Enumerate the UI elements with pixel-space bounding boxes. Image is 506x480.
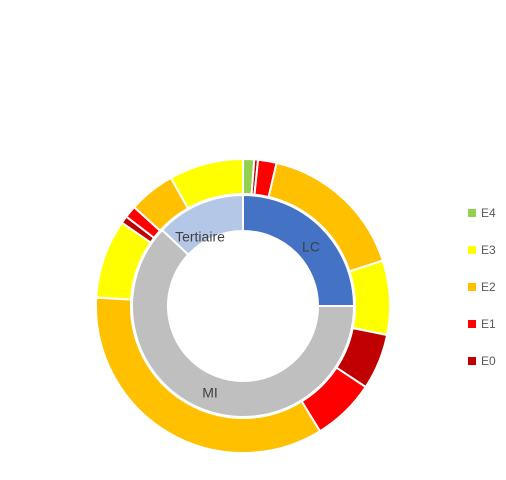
slice-label-mi: MI <box>202 385 218 401</box>
legend-item-e2: E2 <box>468 278 506 296</box>
inner-ring-labels: LC MI Tertiaire <box>175 229 320 401</box>
inner-ring <box>131 193 356 418</box>
legend-swatch-e4 <box>468 209 476 217</box>
legend-swatch-e0 <box>468 357 476 365</box>
inner-slice-tertiaire <box>160 193 244 257</box>
legend-label-e1: E1 <box>481 317 496 331</box>
legend: E4 E3 E2 E1 E0 <box>468 204 506 389</box>
legend-item-e1: E1 <box>468 315 506 333</box>
legend-item-e4: E4 <box>468 204 506 222</box>
outer-slice-e3-4 <box>348 259 391 337</box>
legend-label-e3: E3 <box>481 243 496 257</box>
legend-swatch-e1 <box>468 320 476 328</box>
legend-item-e0: E0 <box>468 352 506 370</box>
inner-slice-mi <box>131 228 356 418</box>
legend-label-e0: E0 <box>481 354 496 368</box>
legend-label-e2: E2 <box>481 280 496 294</box>
slice-label-lc: LC <box>302 239 320 255</box>
legend-label-e4: E4 <box>481 206 496 220</box>
legend-swatch-e3 <box>468 246 476 254</box>
slice-label-tertiaire: Tertiaire <box>175 229 225 245</box>
legend-item-e3: E3 <box>468 241 506 259</box>
legend-swatch-e2 <box>468 283 476 291</box>
